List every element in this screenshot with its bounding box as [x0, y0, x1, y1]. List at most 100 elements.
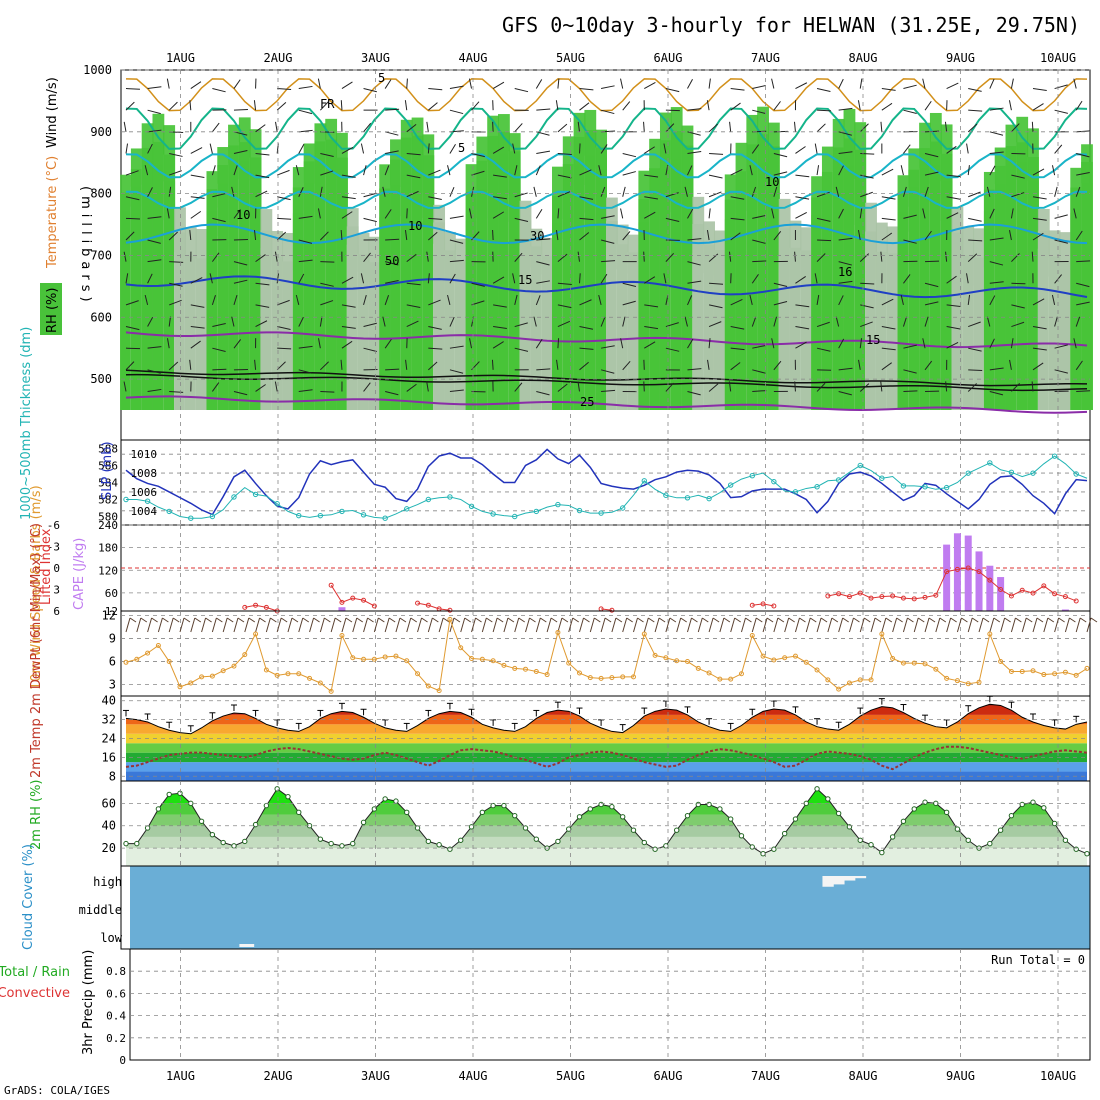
wind-barb	[859, 78, 863, 89]
surface-wind-barb	[287, 617, 293, 633]
li-line	[752, 603, 774, 607]
wind-barb	[341, 276, 354, 284]
surface-wind-flag	[885, 617, 893, 623]
wind-barb	[817, 109, 832, 112]
thickness-marker	[274, 501, 280, 507]
wind-barb	[125, 273, 129, 284]
surface-wind-barb	[622, 617, 628, 633]
wind-speed-marker	[544, 672, 550, 678]
surface-wind-flag	[842, 617, 849, 623]
wind-speed-marker	[350, 655, 356, 661]
rh-marker	[727, 816, 734, 822]
wind-barb	[449, 144, 456, 154]
wind-barb	[579, 196, 594, 200]
wind-barb	[795, 146, 806, 154]
wind-barb	[687, 165, 693, 176]
wind-barb	[147, 259, 162, 263]
wind-barb	[168, 316, 171, 327]
wind-barb	[233, 238, 248, 241]
wind-barb	[857, 100, 861, 111]
rh-marker	[814, 786, 820, 792]
wind-speed-marker	[361, 656, 367, 662]
wind-barb	[340, 229, 343, 241]
surface-wind-flag	[1025, 617, 1033, 623]
li-line	[827, 567, 1077, 602]
wind-barb	[946, 326, 961, 330]
temperature-contours	[125, 78, 1088, 414]
wind-barb	[751, 316, 757, 327]
rh-shade-cell	[217, 147, 230, 410]
wind-barb	[684, 186, 688, 197]
slp-tick: 1004	[131, 505, 158, 518]
wind-barb	[620, 208, 624, 219]
wind-barb	[730, 347, 745, 351]
li-tick: -3	[47, 541, 60, 554]
wind-barb	[406, 152, 421, 156]
precip-tick: 0.4	[106, 1010, 126, 1023]
wind-speed-marker	[728, 676, 734, 682]
cloud-high-bar	[854, 876, 867, 879]
temp2m-label: 2m Temp 2m DewPt (6hr Min/Max) (°C)	[29, 523, 44, 778]
rh-shade-cell	[584, 109, 597, 410]
rh-marker	[231, 843, 237, 849]
wind-speed-marker	[296, 671, 302, 677]
wind-barb	[514, 294, 518, 306]
wind-barb	[900, 294, 904, 306]
cape-bar	[975, 551, 983, 611]
wind-barb	[687, 295, 693, 306]
wind-barb	[255, 190, 268, 198]
wind-barb	[706, 100, 710, 111]
surface-wind-barb	[157, 617, 163, 633]
surface-wind-barb	[633, 617, 638, 633]
rh2m-label: 2m RH (%)	[29, 779, 44, 850]
wind-barb	[167, 338, 170, 349]
thickness-marker	[879, 475, 885, 481]
surface-wind-flag	[777, 617, 785, 623]
wind-barb	[147, 129, 162, 133]
wind-barb	[687, 131, 701, 136]
wind-barb	[838, 295, 844, 306]
wind-speed-marker	[436, 688, 442, 694]
wind-barb	[147, 346, 162, 349]
surface-wind-flag	[345, 617, 353, 623]
wind-barb	[363, 192, 377, 198]
rh-shade-cell	[130, 148, 143, 410]
wind-barb	[298, 369, 313, 374]
surface-wind-barb	[460, 617, 466, 633]
wind-barb	[771, 78, 775, 89]
rh-shade-cell	[390, 139, 402, 410]
wind-barb	[579, 102, 590, 111]
rh-marker	[965, 837, 971, 843]
chart-title: GFS 0~10day 3-hourly for HELWAN (31.25E,…	[502, 13, 1080, 37]
wind-barb	[536, 238, 551, 241]
thickness-marker	[252, 491, 259, 498]
wind-barb	[687, 368, 702, 371]
wind-barb	[277, 326, 291, 330]
rh-marker	[1084, 850, 1090, 857]
wind-speed-marker	[199, 674, 205, 680]
wind-speed-marker	[512, 665, 518, 671]
wind-barb	[233, 150, 248, 154]
wind-barb	[838, 208, 844, 219]
wind-barb	[860, 191, 873, 198]
cloud-high-bar	[833, 876, 845, 885]
wind-barb	[363, 382, 371, 392]
wind-barb	[643, 251, 645, 262]
surface-wind-flag	[550, 617, 558, 623]
wind-barb	[601, 215, 615, 219]
wind-barb	[212, 323, 226, 328]
rh-marker	[987, 840, 993, 847]
wind-barb	[493, 304, 507, 308]
day-tick-top: 3AUG	[361, 51, 390, 65]
wind-barb	[298, 345, 313, 349]
li-marker	[1030, 590, 1036, 596]
rh-shade-cell	[530, 228, 543, 410]
wind-barb	[579, 169, 592, 176]
wind-barb	[773, 171, 788, 176]
wind-barb	[276, 231, 287, 241]
surface-wind-barb	[384, 617, 390, 633]
wind-barb	[1011, 321, 1025, 328]
surface-wind-flag	[529, 617, 536, 623]
rh-shade-cell	[552, 166, 564, 410]
wind-barb	[1076, 260, 1091, 263]
